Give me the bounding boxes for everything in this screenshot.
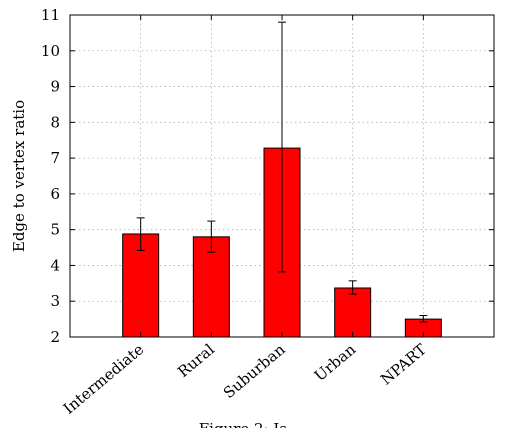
y-tick-label: 4 [50, 256, 60, 274]
y-tick-label: 3 [50, 292, 60, 310]
y-tick-label: 9 [50, 78, 60, 96]
y-ticks: 2 3 4 5 6 7 8 9 10 11 [41, 6, 494, 346]
y-tick-label: 7 [50, 149, 60, 167]
bar-urban [334, 287, 372, 338]
x-tick-label: Urban [311, 340, 360, 385]
y-tick-label: 6 [50, 185, 60, 203]
x-tick-label: Rural [174, 340, 218, 381]
y-tick-label: 11 [41, 6, 60, 24]
y-tick-label: 2 [50, 328, 60, 346]
y-tick-label: 5 [50, 221, 60, 239]
y-axis-label: Edge to vertex ratio [10, 100, 28, 252]
figure-caption: Figure 2: Is... [199, 420, 302, 428]
x-tick-label: NPART [377, 340, 430, 388]
y-tick-label: 8 [50, 113, 60, 131]
x-tick-label: Suburban [220, 340, 289, 402]
bar-intermediate [122, 233, 160, 338]
y-tick-label: 10 [41, 42, 60, 60]
x-tick-labels: Intermediate Rural Suburban Urban NPART [60, 340, 430, 418]
error-bars [136, 21, 428, 323]
x-tick-label: Intermediate [60, 340, 148, 418]
